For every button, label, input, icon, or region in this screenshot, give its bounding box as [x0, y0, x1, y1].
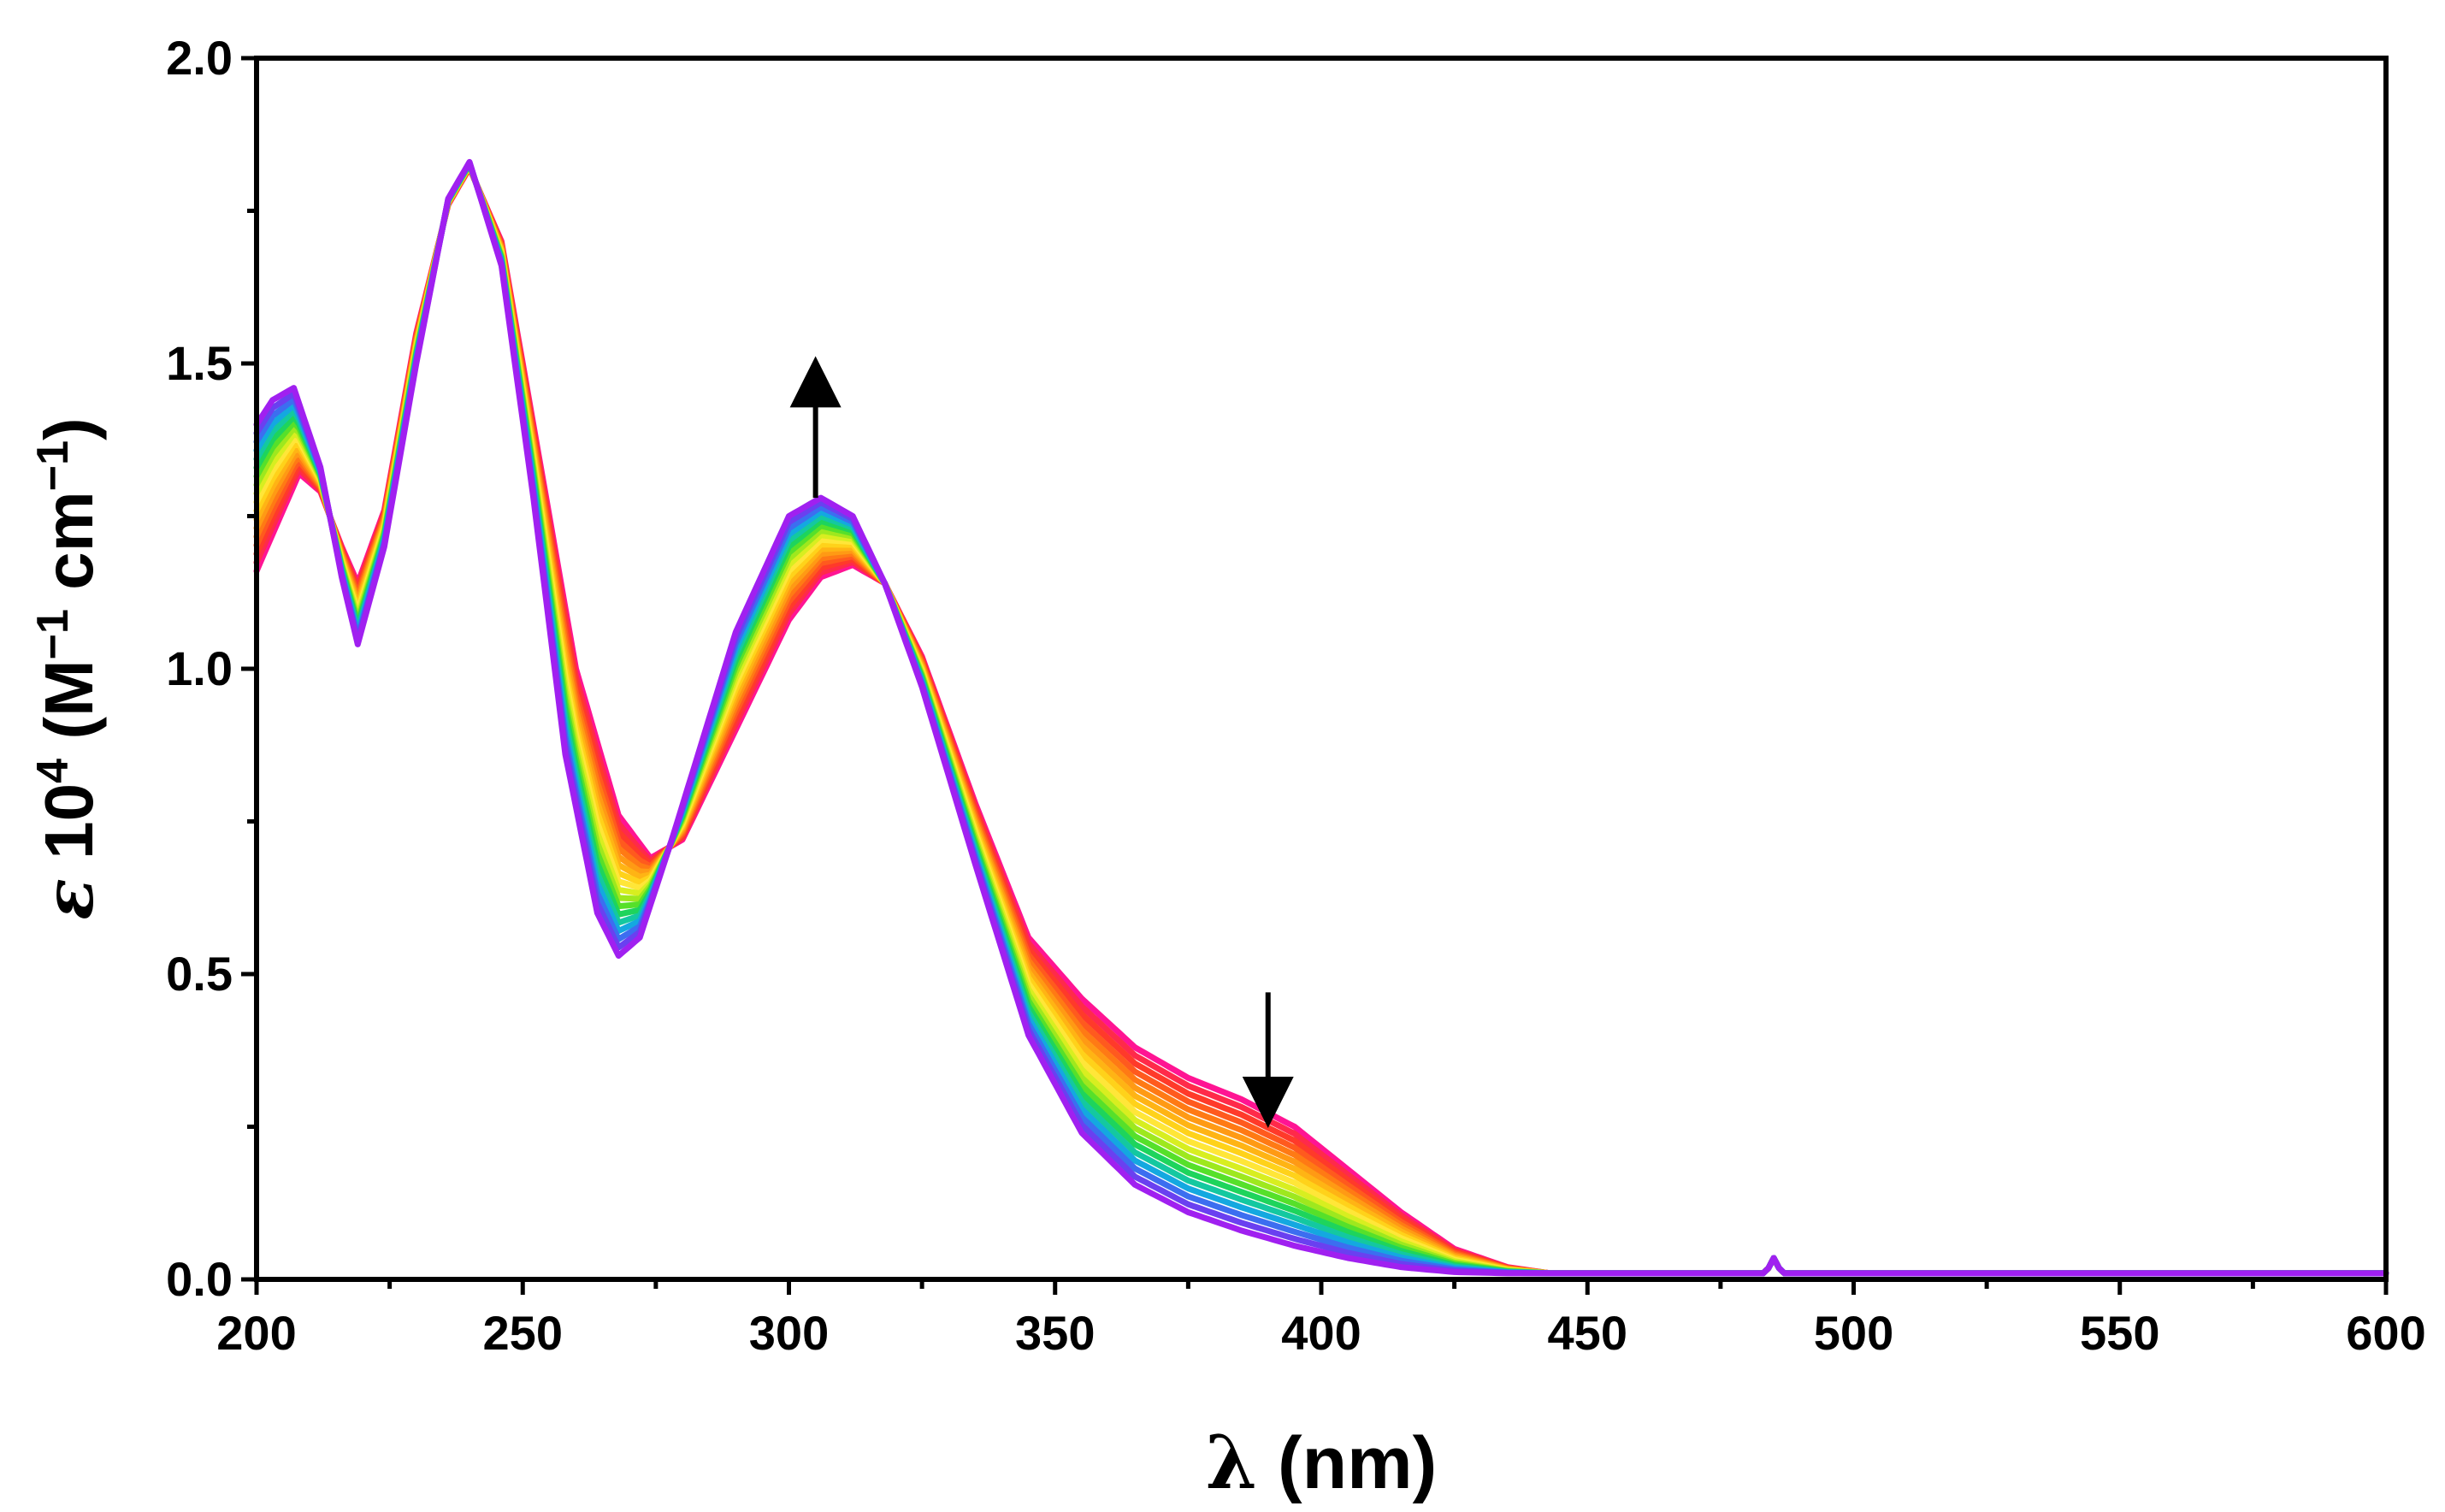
- y-axis-ticks: 0.0 0.5 1.0 1.5 2.0: [166, 31, 257, 1306]
- x-tick-label: 350: [1015, 1306, 1095, 1360]
- spectrum-line-9: [253, 162, 2389, 1277]
- y-tick-label: 0.0: [166, 1252, 233, 1306]
- x-tick-label: 200: [216, 1306, 296, 1360]
- x-axis-title-unit: (nm): [1257, 1422, 1437, 1504]
- x-tick-label: 300: [749, 1306, 829, 1360]
- x-tick-label: 500: [1814, 1306, 1893, 1360]
- spectra-curves: [253, 158, 2389, 1277]
- annotations: [789, 356, 1294, 1128]
- x-axis-ticks: 200 250 300 350 400 450 500 550 600: [216, 1279, 2426, 1360]
- y-axis-title: ε 104 (M−1 cm−1): [28, 417, 109, 919]
- x-tick-label: 250: [483, 1306, 563, 1360]
- y-tick-label: 2.0: [166, 31, 233, 85]
- y-axis-title-exp3: −1: [28, 440, 78, 491]
- y-axis-title-exp2: −1: [28, 609, 78, 659]
- x-tick-label: 400: [1281, 1306, 1361, 1360]
- y-tick-label: 1.5: [166, 336, 233, 390]
- x-axis-title: λ (nm): [1206, 1420, 1437, 1506]
- y-axis-title-close: ): [31, 417, 107, 440]
- y-axis-title-unit-cm: cm: [31, 491, 107, 609]
- y-axis-title-unit-m: (M: [31, 659, 107, 759]
- y-axis-title-exp1: 4: [28, 759, 78, 783]
- spectrum-line-18: [253, 158, 2389, 1277]
- y-tick-label: 0.5: [166, 947, 233, 1001]
- x-axis-title-symbol: λ: [1206, 1420, 1257, 1506]
- x-tick-label: 600: [2346, 1306, 2425, 1360]
- x-tick-label: 550: [2080, 1306, 2159, 1360]
- x-tick-label: 450: [1548, 1306, 1627, 1360]
- y-axis-title-symbol: ε: [28, 878, 109, 920]
- y-tick-label: 1.0: [166, 641, 233, 695]
- y-axis-title-base: 10: [31, 783, 107, 878]
